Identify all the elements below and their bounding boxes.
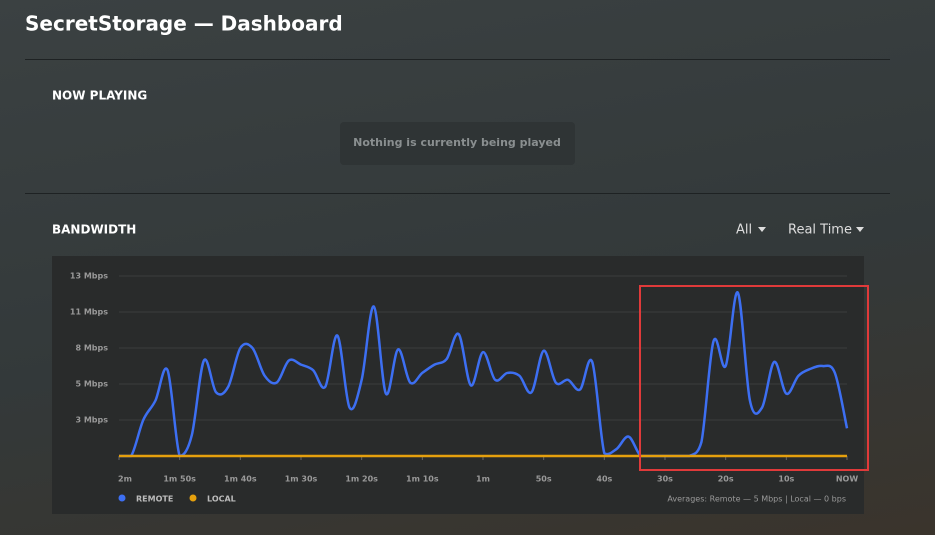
y-tick-label: 5 Mbps <box>75 380 108 389</box>
dropdown-label[interactable]: All <box>736 223 752 238</box>
x-tick-label: 1m 40s <box>224 475 257 484</box>
y-tick-label: 13 Mbps <box>70 272 108 281</box>
empty-message-box <box>340 122 575 165</box>
chart: 3 Mbps 5 Mbps 8 Mbps 11 Mbps 13 Mbps 2m 1m 50s… <box>70 272 858 504</box>
y-tick-label: 11 Mbps <box>70 308 108 317</box>
legend-label: LOCAL <box>207 495 236 504</box>
legend-label: REMOTE <box>136 495 173 504</box>
y-tick-label: 3 Mbps <box>75 416 108 425</box>
dropdown-label[interactable]: Real Time <box>788 223 852 238</box>
x-tick-label: 2m <box>118 475 132 484</box>
legend-swatch <box>189 494 197 502</box>
section-heading: NOW PLAYING <box>52 89 147 103</box>
page-title: SecretStorage — Dashboard <box>25 12 343 36</box>
y-tick-label: 8 Mbps <box>75 344 108 353</box>
x-tick-label: 30s <box>657 475 673 484</box>
highlight-box <box>639 285 869 471</box>
filter-dropdown[interactable]: All <box>736 223 766 238</box>
legend-swatch <box>118 494 126 502</box>
empty-message: Nothing is currently being played <box>353 136 561 149</box>
averages: Averages: Remote — 5 Mbps | Local — 0 bp… <box>667 495 846 504</box>
x-tick-label: 1m 20s <box>345 475 378 484</box>
x-tick-label: 10s <box>778 475 794 484</box>
caret[interactable] <box>856 227 864 232</box>
x-tick-label: 40s <box>596 475 612 484</box>
series-line <box>119 291 849 458</box>
x-tick-label: 50s <box>536 475 552 484</box>
x-tick-label: 1m 10s <box>406 475 439 484</box>
x-tick-label: 1m 50s <box>163 475 196 484</box>
timespan-dropdown[interactable]: Real Time <box>788 223 864 238</box>
x-tick-label: NOW <box>836 475 858 484</box>
x-tick-label: 1m 30s <box>285 475 318 484</box>
caret[interactable] <box>758 227 766 232</box>
x-tick-label: 20s <box>718 475 734 484</box>
x-tick-label: 1m <box>476 475 490 484</box>
section-heading: BANDWIDTH <box>52 223 136 237</box>
